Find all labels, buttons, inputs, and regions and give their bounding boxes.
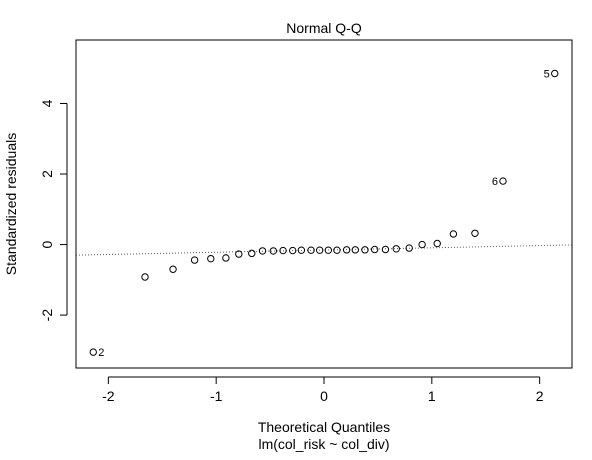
data-point [89, 348, 97, 356]
y-axis-title: Standardized residuals [3, 133, 19, 275]
plot-title: Normal Q-Q [286, 20, 362, 36]
data-point [405, 244, 413, 252]
point-label: 6 [492, 176, 498, 188]
data-point [324, 246, 333, 254]
data-point [342, 246, 351, 254]
y-tick-label: 4 [39, 99, 55, 107]
x-tick-label: 0 [320, 388, 328, 404]
plot-frame [75, 39, 573, 369]
data-point [169, 265, 177, 273]
data-point [141, 273, 149, 281]
data-point [551, 69, 559, 78]
data-point [248, 249, 256, 258]
data-point [418, 240, 426, 249]
data-point [433, 239, 441, 248]
data-point [235, 250, 243, 258]
data-point [297, 246, 306, 254]
data-point [307, 246, 315, 254]
qq-reference-line [75, 244, 573, 256]
y-tick-label: 0 [39, 240, 55, 248]
data-point [289, 246, 297, 255]
data-point [258, 247, 267, 255]
data-point [392, 245, 400, 253]
subtitle: lm(col_risk ~ col_div) [258, 436, 389, 452]
x-tick-label: 2 [536, 388, 544, 404]
data-point [361, 246, 369, 254]
data-point [315, 246, 324, 254]
data-point [370, 245, 379, 254]
axes: -2 -1 0 1 2 -2 0 2 4 [39, 99, 544, 404]
x-tick-label: -1 [210, 388, 223, 404]
reference-line-group [75, 244, 573, 256]
data-point [333, 246, 341, 254]
data-point [207, 254, 215, 263]
points-group: 2 6 5 [89, 69, 559, 359]
x-axis-title: Theoretical Quantiles [258, 419, 390, 435]
data-point [269, 247, 278, 255]
data-point [351, 246, 359, 254]
y-tick-label: 2 [39, 170, 55, 178]
point-label: 5 [544, 69, 550, 81]
data-point [381, 245, 390, 254]
point-label: 2 [98, 347, 104, 359]
data-point [279, 246, 287, 255]
x-tick-label: 1 [428, 388, 436, 404]
data-point [190, 256, 199, 264]
data-point [222, 254, 230, 262]
data-point [449, 230, 458, 238]
y-tick-label: -2 [39, 309, 55, 322]
x-tick-label: -2 [102, 388, 115, 404]
data-point [499, 177, 507, 185]
data-point [471, 229, 479, 237]
